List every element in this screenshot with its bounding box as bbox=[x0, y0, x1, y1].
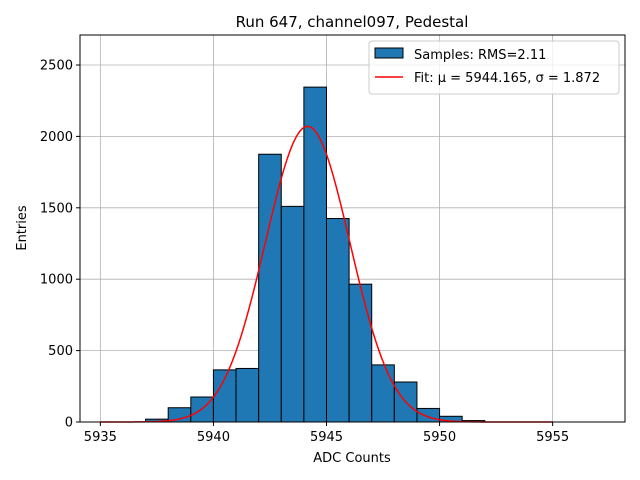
plot-frame bbox=[79, 34, 626, 423]
y-tick-label: 2500 bbox=[40, 58, 73, 73]
histogram-bar bbox=[235, 367, 260, 423]
y-axis-ticks: 0 500 1000 1500 2000 2500 bbox=[40, 58, 80, 431]
y-tick-label: 1000 bbox=[40, 273, 73, 288]
histogram-bar bbox=[303, 86, 327, 423]
histogram-bar bbox=[416, 407, 441, 423]
legend-histogram-swatch bbox=[374, 47, 404, 59]
y-tick-label: 1500 bbox=[40, 201, 73, 216]
x-axis-label: ADC Counts bbox=[313, 451, 391, 466]
legend-box bbox=[368, 40, 620, 95]
histogram-bars bbox=[145, 86, 486, 423]
chart-title: Run 647, channel097, Pedestal bbox=[236, 13, 469, 31]
x-tick-label: 5935 bbox=[84, 430, 117, 445]
y-tick-label: 2000 bbox=[40, 130, 73, 145]
legend-fit-label: Fit: μ = 5944.165, σ = 1.872 bbox=[414, 71, 600, 86]
histogram-bar bbox=[348, 283, 373, 423]
x-tick-label: 5940 bbox=[197, 430, 230, 445]
y-tick-label: 500 bbox=[48, 344, 73, 359]
x-tick-label: 5950 bbox=[423, 430, 456, 445]
y-axis-label: Entries bbox=[15, 205, 30, 251]
histogram-bar bbox=[280, 205, 305, 423]
legend: Samples: RMS=2.11 Fit: μ = 5944.165, σ =… bbox=[368, 40, 620, 95]
histogram-bar bbox=[258, 153, 282, 423]
legend-histogram-label: Samples: RMS=2.11 bbox=[414, 48, 546, 63]
x-tick-label: 5945 bbox=[310, 430, 343, 445]
histogram-bar bbox=[371, 364, 395, 423]
x-tick-label: 5955 bbox=[536, 430, 569, 445]
x-axis-ticks: 5935 5940 5945 5950 5955 bbox=[84, 422, 569, 445]
y-tick-label: 0 bbox=[65, 416, 73, 431]
histogram-bar bbox=[325, 218, 350, 423]
